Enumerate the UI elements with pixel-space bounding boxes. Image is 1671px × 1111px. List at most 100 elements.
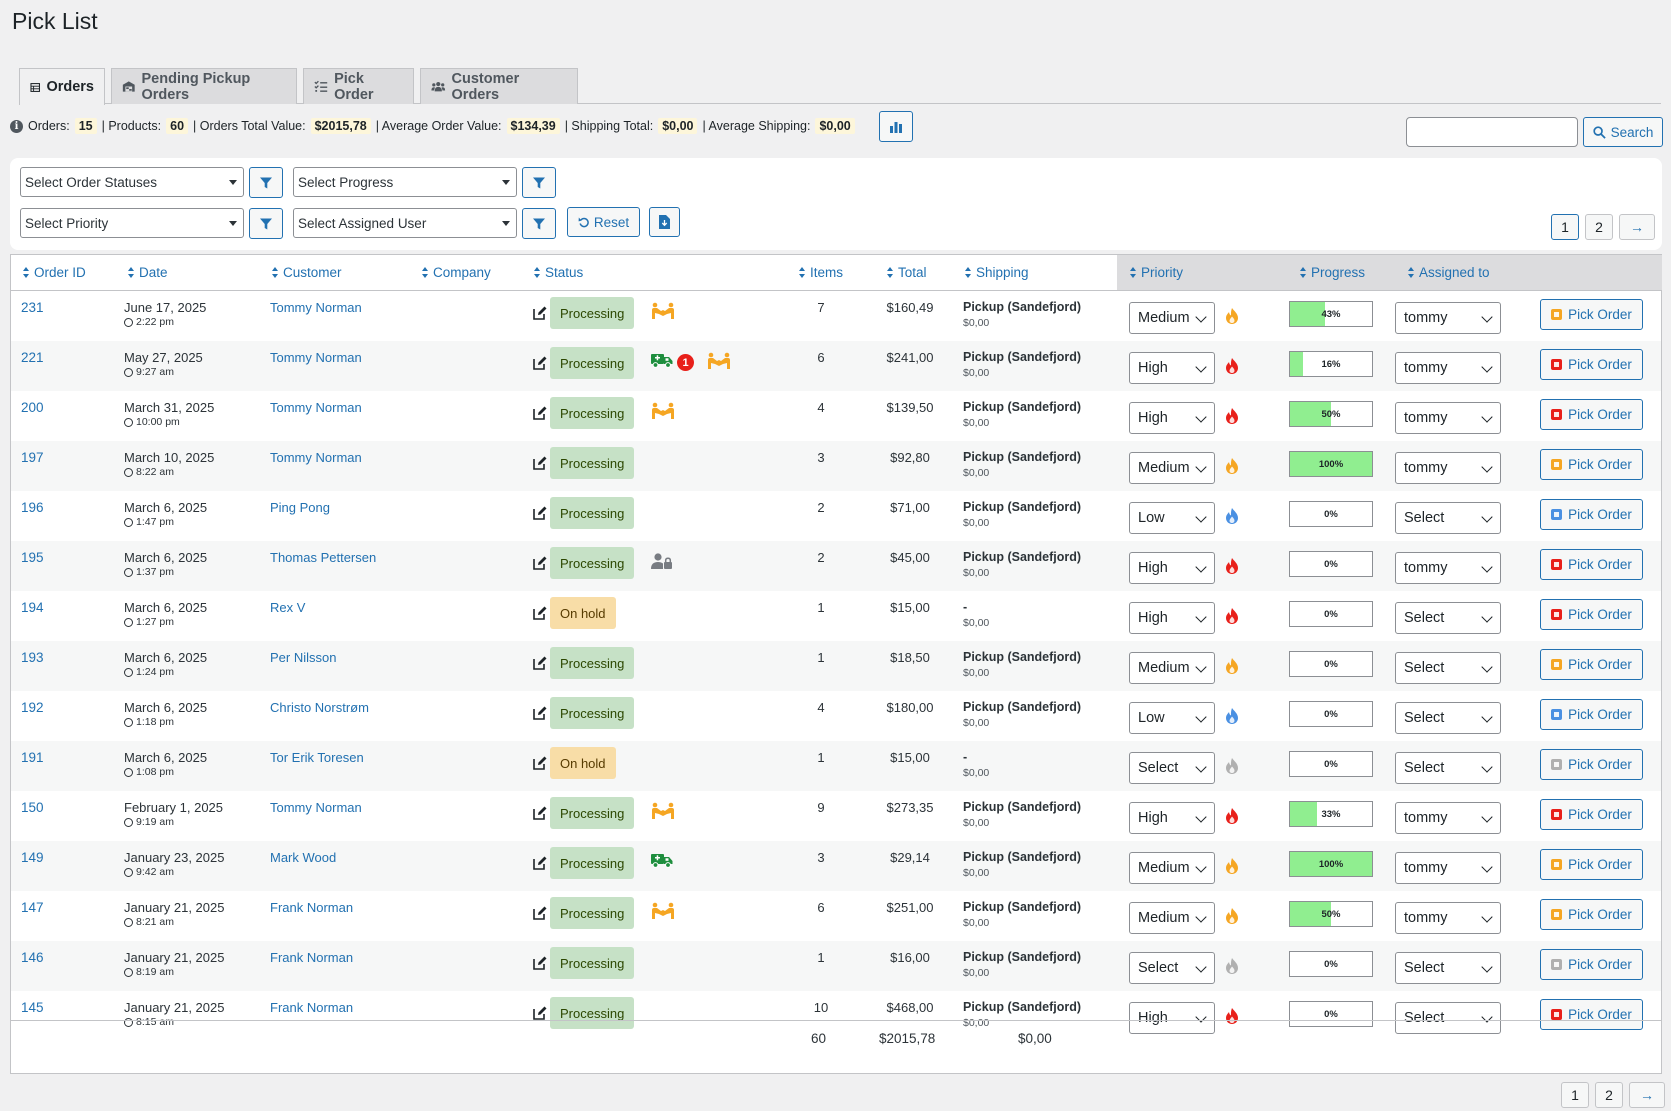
order-id-link[interactable]: 194 <box>21 600 44 615</box>
priority-select[interactable]: High <box>1129 602 1215 634</box>
edit-icon[interactable] <box>532 555 548 571</box>
customer-link[interactable]: Ping Pong <box>270 500 330 515</box>
pick-order-button[interactable]: Pick Order <box>1540 949 1643 980</box>
assigned-user-select[interactable]: Select <box>1395 1002 1501 1034</box>
order-id-link[interactable]: 147 <box>21 900 44 915</box>
assigned-user-select[interactable]: tommy <box>1395 802 1501 834</box>
assigned-user-select[interactable]: Select <box>1395 652 1501 684</box>
column-company[interactable]: Company <box>422 265 491 280</box>
column-assigned-to[interactable]: Assigned to <box>1408 265 1490 280</box>
column-priority[interactable]: Priority <box>1130 265 1183 280</box>
pick-order-button[interactable]: Pick Order <box>1540 749 1643 780</box>
edit-icon[interactable] <box>532 955 548 971</box>
assigned-user-select[interactable]: tommy <box>1395 402 1501 434</box>
pick-order-button[interactable]: Pick Order <box>1540 599 1643 630</box>
tab-orders[interactable]: Orders <box>19 68 105 105</box>
search-button[interactable]: Search <box>1583 117 1663 147</box>
pick-order-button[interactable]: Pick Order <box>1540 549 1643 580</box>
customer-link[interactable]: Tommy Norman <box>270 300 362 315</box>
column-status[interactable]: Status <box>534 265 583 280</box>
customer-link[interactable]: Rex V <box>270 600 306 615</box>
assigned-user-select[interactable]: tommy <box>1395 852 1501 884</box>
pick-order-button[interactable]: Pick Order <box>1540 649 1643 680</box>
assigned-user-select[interactable]: Select <box>1395 952 1501 984</box>
edit-icon[interactable] <box>532 455 548 471</box>
assigned-user-select[interactable]: tommy <box>1395 902 1501 934</box>
pick-order-button[interactable]: Pick Order <box>1540 699 1643 730</box>
pick-order-button[interactable]: Pick Order <box>1540 499 1643 530</box>
pick-order-button[interactable]: Pick Order <box>1540 899 1643 930</box>
pick-order-button[interactable]: Pick Order <box>1540 449 1643 480</box>
column-order-id[interactable]: Order ID <box>23 265 86 280</box>
order-id-link[interactable]: 192 <box>21 700 44 715</box>
column-shipping[interactable]: Shipping <box>965 265 1029 280</box>
filter-priority-button[interactable] <box>249 208 283 239</box>
pick-order-button[interactable]: Pick Order <box>1540 349 1643 380</box>
priority-select[interactable]: Medium <box>1129 852 1215 884</box>
edit-icon[interactable] <box>532 405 548 421</box>
edit-icon[interactable] <box>532 705 548 721</box>
order-id-link[interactable]: 197 <box>21 450 44 465</box>
column-date[interactable]: Date <box>128 265 168 280</box>
customer-link[interactable]: Per Nilsson <box>270 650 337 665</box>
priority-select[interactable]: Select <box>1129 752 1215 784</box>
progress-select[interactable]: Select Progress <box>293 167 517 197</box>
order-status-select[interactable]: Select Order Statuses <box>20 167 244 197</box>
assigned-user-select[interactable]: Select <box>1395 752 1501 784</box>
order-id-link[interactable]: 149 <box>21 850 44 865</box>
customer-link[interactable]: Frank Norman <box>270 900 354 915</box>
next-page-button[interactable]: → <box>1619 214 1655 240</box>
customer-link[interactable]: Tommy Norman <box>270 400 362 415</box>
priority-select[interactable]: Medium <box>1129 302 1215 334</box>
column-items[interactable]: Items <box>799 265 843 280</box>
priority-select[interactable]: High <box>1129 352 1215 384</box>
page-1-button-bottom[interactable]: 1 <box>1561 1082 1589 1108</box>
tab-pending-pickup-orders[interactable]: Pending Pickup Orders <box>111 68 297 104</box>
order-id-link[interactable]: 196 <box>21 500 44 515</box>
column-total[interactable]: Total <box>887 265 927 280</box>
page-2-button[interactable]: 2 <box>1585 214 1613 240</box>
assigned-user-select[interactable]: Select <box>1395 602 1501 634</box>
edit-icon[interactable] <box>532 605 548 621</box>
edit-icon[interactable] <box>532 305 548 321</box>
export-pdf-button[interactable] <box>649 207 680 237</box>
priority-select[interactable]: Select Priority <box>20 208 244 238</box>
priority-select[interactable]: High <box>1129 1002 1215 1034</box>
customer-link[interactable]: Tommy Norman <box>270 450 362 465</box>
order-id-link[interactable]: 200 <box>21 400 44 415</box>
page-1-button[interactable]: 1 <box>1551 214 1579 240</box>
column-customer[interactable]: Customer <box>272 265 342 280</box>
page-2-button-bottom[interactable]: 2 <box>1595 1082 1623 1108</box>
customer-link[interactable]: Thomas Pettersen <box>270 550 377 565</box>
edit-icon[interactable] <box>532 855 548 871</box>
priority-select[interactable]: Medium <box>1129 902 1215 934</box>
pick-order-button[interactable]: Pick Order <box>1540 999 1643 1030</box>
customer-link[interactable]: Frank Norman <box>270 1000 354 1015</box>
priority-select[interactable]: Medium <box>1129 452 1215 484</box>
pick-order-button[interactable]: Pick Order <box>1540 849 1643 880</box>
customer-link[interactable]: Christo Norstrøm <box>270 700 369 715</box>
pick-order-button[interactable]: Pick Order <box>1540 299 1643 330</box>
priority-select[interactable]: Low <box>1129 702 1215 734</box>
assigned-user-select[interactable]: tommy <box>1395 302 1501 334</box>
edit-icon[interactable] <box>532 655 548 671</box>
priority-select[interactable]: High <box>1129 402 1215 434</box>
customer-link[interactable]: Frank Norman <box>270 950 354 965</box>
order-id-link[interactable]: 221 <box>21 350 44 365</box>
edit-icon[interactable] <box>532 905 548 921</box>
customer-link[interactable]: Mark Wood <box>270 850 337 865</box>
reset-button[interactable]: Reset <box>567 207 640 237</box>
priority-select[interactable]: Low <box>1129 502 1215 534</box>
priority-select[interactable]: Select <box>1129 952 1215 984</box>
customer-link[interactable]: Tommy Norman <box>270 350 362 365</box>
filter-status-button[interactable] <box>249 167 283 198</box>
order-id-link[interactable]: 191 <box>21 750 44 765</box>
edit-icon[interactable] <box>532 505 548 521</box>
pick-order-button[interactable]: Pick Order <box>1540 799 1643 830</box>
column-progress[interactable]: Progress <box>1300 265 1365 280</box>
tab-customer-orders[interactable]: Customer Orders <box>420 68 578 104</box>
order-id-link[interactable]: 195 <box>21 550 44 565</box>
next-page-button-bottom[interactable]: → <box>1629 1082 1665 1108</box>
edit-icon[interactable] <box>532 755 548 771</box>
order-id-link[interactable]: 150 <box>21 800 44 815</box>
